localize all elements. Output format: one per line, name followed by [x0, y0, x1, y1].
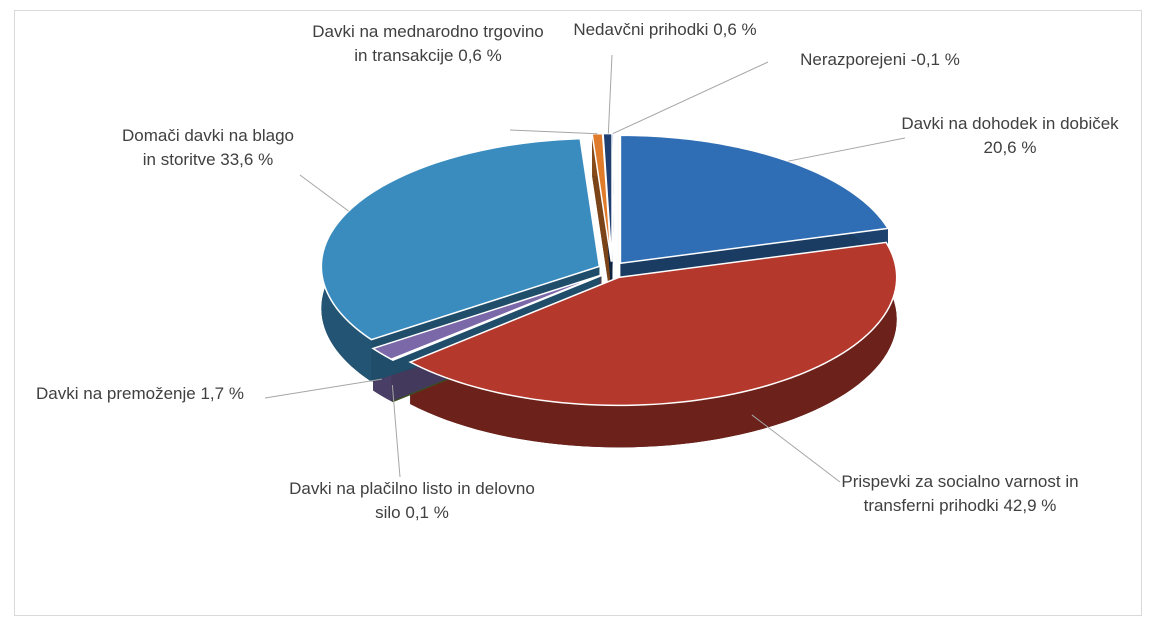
data-label: Davki na mednarodno trgovino in transakc…	[308, 20, 548, 68]
label-value: 33,6 %	[220, 150, 274, 169]
leader-line	[612, 61, 769, 135]
slice	[408, 241, 898, 407]
label-value: 42,9 %	[1003, 496, 1057, 515]
chart-frame	[14, 10, 1142, 616]
label-name: Davki na mednarodno trgovino in transakc…	[312, 22, 544, 65]
slice-cut	[592, 133, 612, 304]
leader-line	[264, 378, 382, 399]
label-name: Domači davki na blago in storitve	[122, 126, 294, 169]
label-value: 1,7 %	[200, 384, 244, 403]
label-name: Davki na plačilno listo in delovno silo	[289, 479, 535, 522]
label-name: Nedavčni prihodki	[573, 20, 709, 39]
label-name: Davki na dohodek in dobiček	[901, 114, 1119, 133]
data-label: Davki na dohodek in dobiček 20,6 %	[900, 112, 1120, 160]
leader-line	[391, 385, 401, 478]
label-name: Davki na premoženje	[36, 384, 196, 403]
leader-line	[509, 129, 598, 135]
label-value: 20,6 %	[983, 138, 1037, 157]
label-value: -0,1 %	[910, 50, 960, 69]
slice	[371, 274, 602, 361]
data-label: Davki na plačilno listo in delovno silo …	[287, 477, 537, 525]
data-label: Domači davki na blago in storitve 33,6 %	[118, 124, 298, 172]
label-name: Nerazporejeni	[800, 50, 906, 69]
label-value: 0,6 %	[458, 46, 502, 65]
data-label: Nedavčni prihodki 0,6 %	[565, 18, 765, 42]
label-value: 0,1 %	[405, 503, 449, 522]
label-name: Prispevki za socialno varnost in transfe…	[841, 472, 1079, 515]
data-label: Nerazporejeni -0,1 %	[750, 48, 1010, 72]
leader-line	[787, 137, 906, 162]
data-label: Prispevki za socialno varnost in transfe…	[840, 470, 1080, 518]
leader-line	[751, 414, 841, 483]
label-value: 0,6 %	[713, 20, 757, 39]
leader-line	[607, 54, 613, 134]
slice	[611, 132, 615, 262]
data-label: Davki na premoženje 1,7 %	[35, 382, 245, 406]
leader-line	[299, 174, 349, 212]
slice-side	[410, 242, 897, 448]
